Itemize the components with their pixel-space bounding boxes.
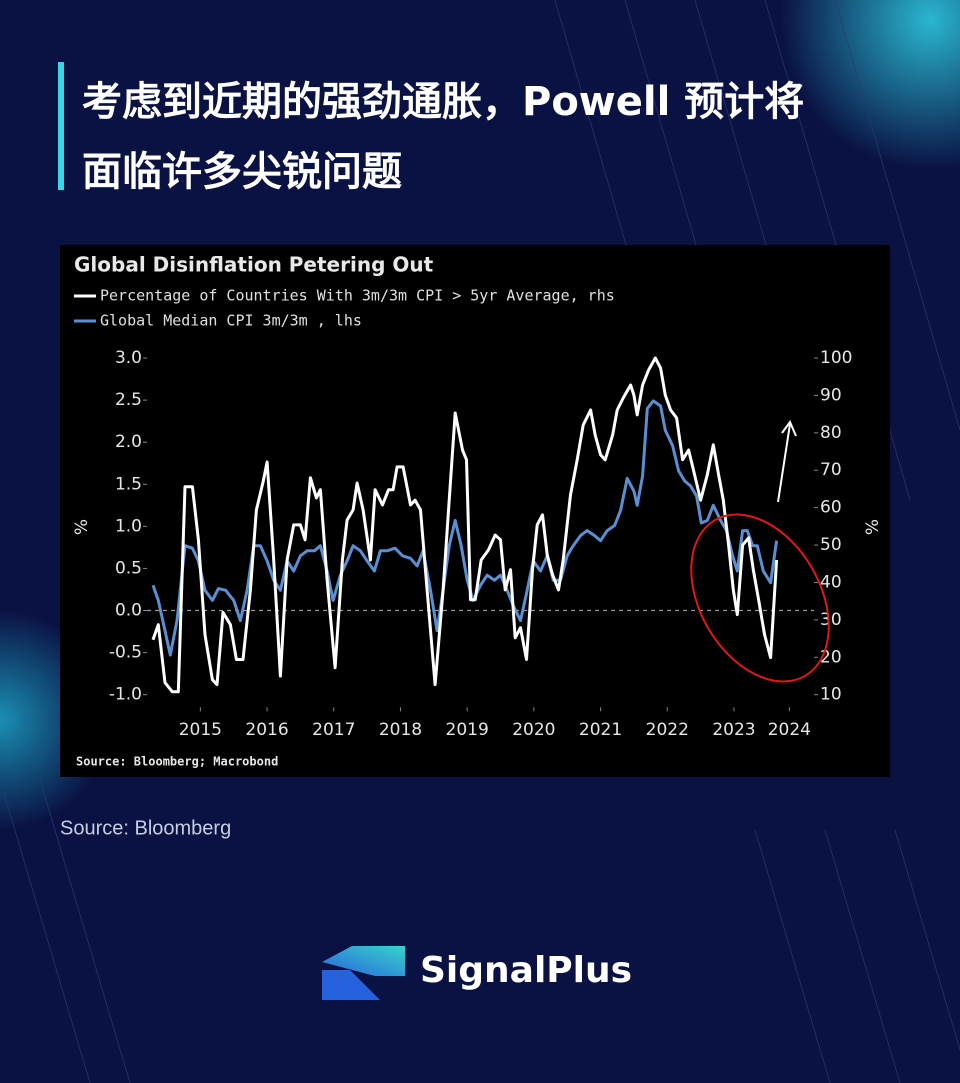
x-tick-label: 2021 [579, 720, 622, 740]
y2-tick-label: 30 [820, 610, 842, 630]
y2-tick-label: 50 [820, 535, 842, 555]
trend-arrow [777, 419, 797, 503]
x-tick-label: 2023 [712, 720, 755, 740]
y2-tick-label: 70 [820, 460, 842, 480]
y2-tick-label: 10 [820, 685, 842, 705]
x-tick-label: 2019 [446, 720, 489, 740]
legend-label: Percentage of Countries With 3m/3m CPI >… [100, 287, 615, 305]
y2-tick-label: 60 [820, 498, 842, 518]
y-tick-label: 2.0 [115, 432, 142, 452]
y-tick-label: 2.5 [115, 390, 142, 410]
y-axis-label: % [72, 519, 92, 535]
x-tick-label: 2020 [512, 720, 555, 740]
y-tick-label: -0.5 [109, 643, 142, 663]
y2-tick-label: 20 [820, 647, 842, 667]
series-line [151, 356, 779, 694]
y-tick-label: 3.0 [115, 348, 142, 368]
highlight-ellipse [690, 513, 830, 683]
page-title: 考虑到近期的强劲通胀，Powell 预计将 [82, 79, 804, 125]
logo [322, 946, 405, 1000]
y2-tick-label: 80 [820, 423, 842, 443]
chart-title: Global Disinflation Petering Out [74, 253, 434, 277]
y2-tick-label: 40 [820, 572, 842, 592]
x-tick-label: 2022 [646, 720, 689, 740]
y2-tick-label: 90 [820, 385, 842, 405]
y-tick-label: -1.0 [109, 685, 142, 705]
x-tick-label: 2016 [245, 720, 288, 740]
title-bar [58, 62, 64, 190]
y2-tick-label: 100 [820, 348, 852, 368]
y-tick-label: 1.5 [115, 474, 142, 494]
x-tick-label: 2024 [768, 720, 811, 740]
x-tick-label: 2015 [179, 720, 222, 740]
chart-panel [60, 245, 890, 777]
page-title: 面临许多尖锐问题 [82, 149, 402, 195]
caption: Source: Bloomberg [60, 817, 231, 839]
y-tick-label: 0.0 [115, 601, 142, 621]
x-tick-label: 2017 [312, 720, 355, 740]
glow [780, 0, 960, 170]
brand: SignalPlus [420, 950, 632, 991]
y-tick-label: 0.5 [115, 558, 142, 578]
legend-label: Global Median CPI 3m/3m , lhs [100, 312, 362, 330]
chart: 3.0 2.5 2.0 1.5 1.0 0.5 0.0 -0.5 -1.0 100 90 80 70 60… [72, 287, 883, 741]
chart-source: Source: Bloomberg; Macrobond [76, 755, 278, 769]
y2-axis-label: % [863, 519, 883, 535]
x-tick-label: 2018 [379, 720, 422, 740]
y-tick-label: 1.0 [115, 516, 142, 536]
